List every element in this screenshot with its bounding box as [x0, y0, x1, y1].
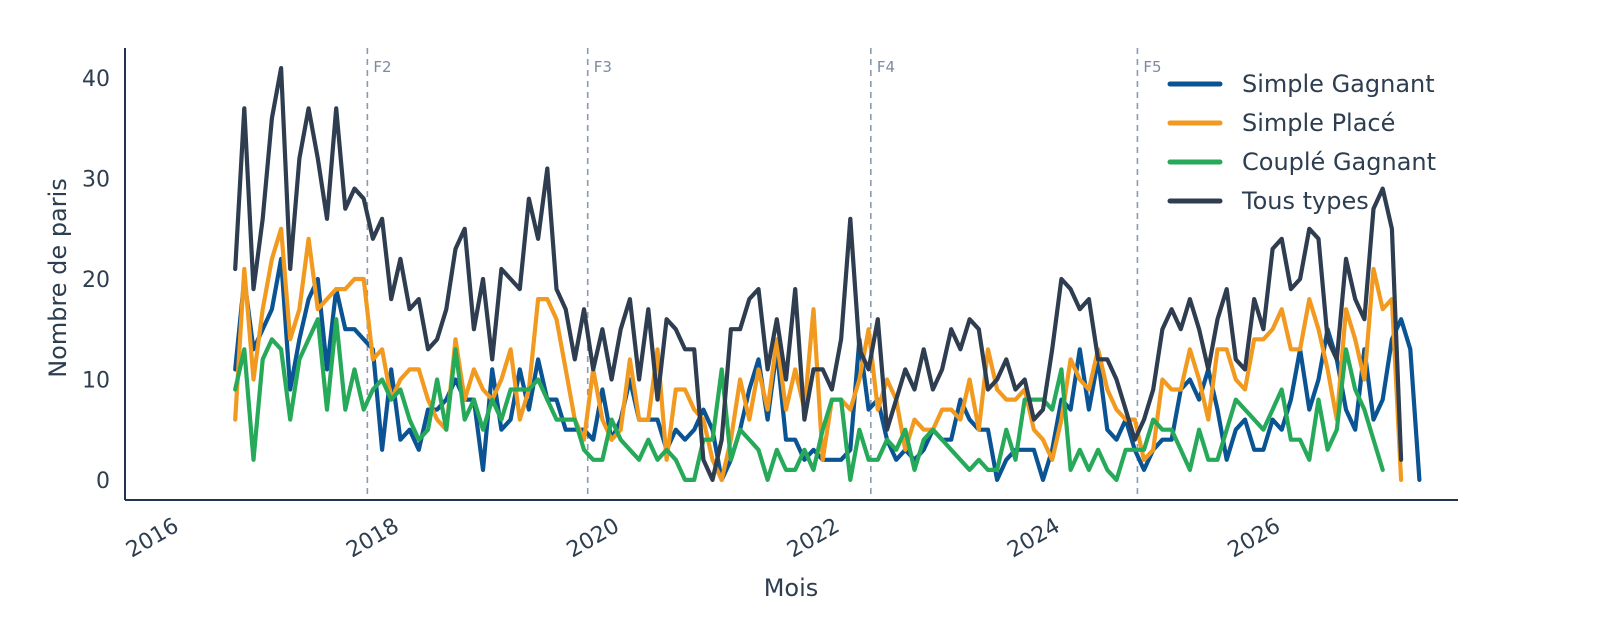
legend: Simple Gagnant Simple Placé Couplé Gagnant…: [1167, 70, 1436, 215]
x-tick-label-2018: 2018: [342, 514, 403, 564]
axes: [124, 48, 1458, 501]
phase-label-f2: F2: [373, 58, 391, 76]
series-line-simple-plac-: [233, 226, 1404, 482]
series-line-coupl-gagnant: [233, 317, 1385, 482]
y-tick-label-40: 40: [82, 67, 110, 92]
phase-label-f3: F3: [594, 58, 612, 76]
y-tick-label-20: 20: [82, 268, 110, 293]
x-axis-title: Mois: [764, 574, 819, 602]
x-tick-label-2020: 2020: [563, 514, 624, 564]
x-tick-label-2026: 2026: [1224, 514, 1285, 564]
series-lines: [233, 65, 1422, 482]
y-tick-label-30: 30: [82, 168, 110, 193]
legend-label-1: Simple Gagnant: [1242, 70, 1435, 98]
x-tick-label-2016: 2016: [122, 514, 183, 564]
legend-label-2: Simple Placé: [1242, 109, 1395, 137]
x-tick-label-2022: 2022: [783, 514, 844, 564]
y-axis-title: Nombre de paris: [44, 178, 72, 378]
legend-label-3: Couplé Gagnant: [1242, 148, 1436, 176]
x-tick-label-2024: 2024: [1003, 514, 1064, 564]
series-line-tous-types: [233, 65, 1404, 482]
legend-label-4: Tous types: [1241, 187, 1369, 215]
phase-label-f5: F5: [1143, 58, 1161, 76]
y-tick-label-0: 0: [96, 469, 110, 494]
y-tick-label-10: 10: [82, 368, 110, 393]
phase-label-f4: F4: [877, 58, 895, 76]
phase-markers: F2 F3 F4 F5: [366, 48, 1162, 500]
